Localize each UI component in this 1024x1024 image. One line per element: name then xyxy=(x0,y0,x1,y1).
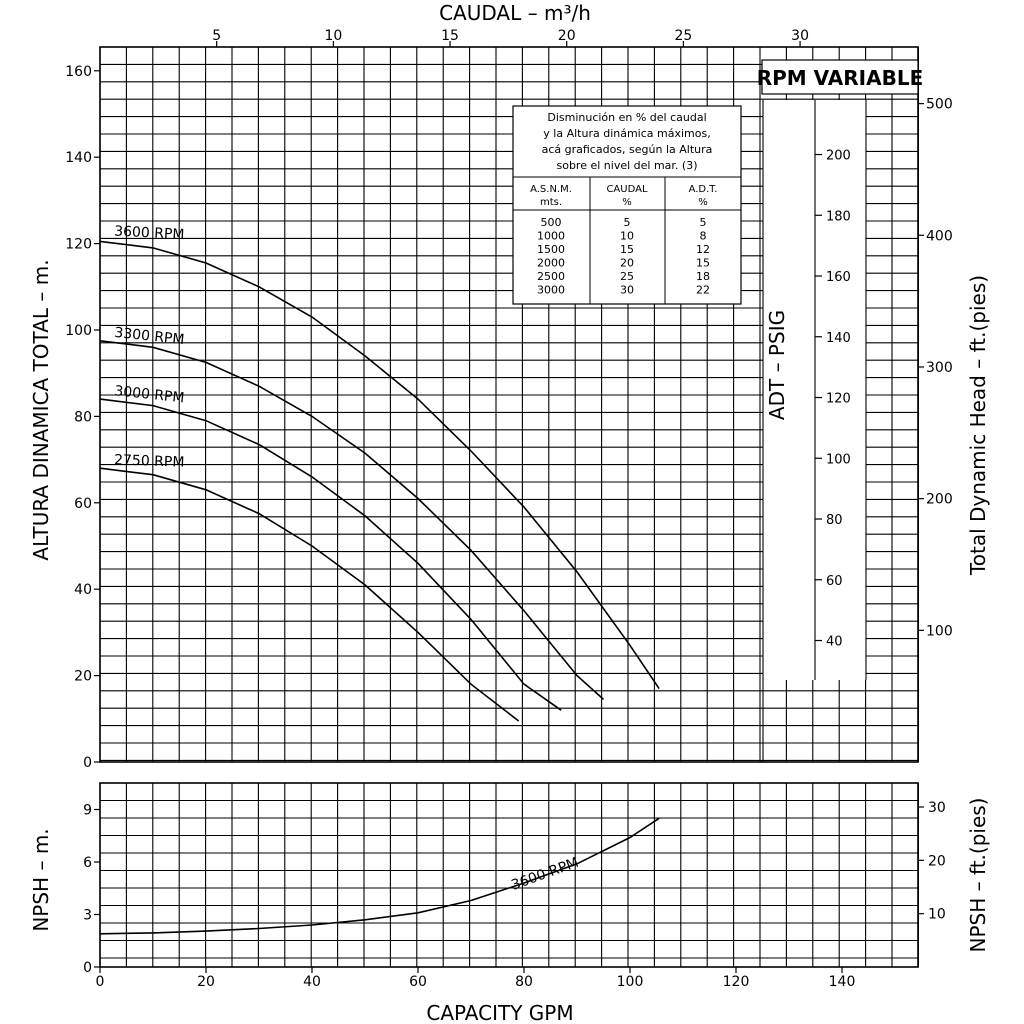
psig-tick-label: 200 xyxy=(826,149,851,164)
table-cell: 2000 xyxy=(537,257,565,270)
curve-label: 2750 RPM xyxy=(114,452,185,470)
curve-3000-rpm xyxy=(99,398,562,711)
table-cell: 20 xyxy=(620,257,634,270)
table-cell: 5 xyxy=(700,216,707,229)
table-header: CAUDAL xyxy=(606,184,648,195)
npsh-y-tick-label: 6 xyxy=(83,855,92,871)
psig-tick-label: 120 xyxy=(826,392,851,407)
psig-tick-label: 140 xyxy=(826,331,851,346)
table-header: A.D.T. xyxy=(689,184,718,195)
ft-tick-label: 100 xyxy=(926,623,953,639)
npsh-y-tick-label: 0 xyxy=(83,960,92,976)
top-tick-label: 15 xyxy=(441,28,459,44)
table-cell: 8 xyxy=(700,230,707,243)
table-caption-line: y la Altura dinámica máximos, xyxy=(543,127,710,140)
npsh-right-axis-title: NPSH – ft.(pies) xyxy=(966,798,990,953)
chart-title: RPM VARIABLE xyxy=(757,66,924,90)
curve-label: 3000 RPM xyxy=(114,383,186,406)
psig-tick-label: 60 xyxy=(826,574,843,589)
table-cell: 22 xyxy=(696,284,710,297)
main-chart-grid xyxy=(99,46,919,763)
table-caption-line: sobre el nivel del mar. (3) xyxy=(556,159,697,172)
npsh-ft-tick-label: 10 xyxy=(928,907,946,923)
table-cell: 1500 xyxy=(537,243,565,256)
ft-tick-label: 300 xyxy=(926,360,953,376)
table-cell: 15 xyxy=(620,243,634,256)
left-axis-title-main: ALTURA DINAMICA TOTAL – m. xyxy=(29,259,53,560)
table-cells: A.S.N.M. mts. CAUDAL% A.D.T.% 500 5 5 1000 10 8 15… xyxy=(530,184,717,297)
table-cell: 5 xyxy=(624,216,631,229)
npsh-ft-tick-label: 30 xyxy=(928,800,946,816)
npsh-chart-frame xyxy=(99,782,919,968)
bottom-axis-title: CAPACITY GPM xyxy=(426,1001,573,1024)
top-axis-title: CAUDAL – m³/h xyxy=(439,1,591,25)
table-caption-line: acá graficados, según la Altura xyxy=(542,143,713,156)
x-tick-label: 100 xyxy=(617,974,644,990)
top-tick-label: 5 xyxy=(212,28,221,44)
ft-tick-label: 200 xyxy=(926,492,953,508)
npsh-left-axis-title: NPSH – m. xyxy=(29,828,53,931)
top-tick-label: 25 xyxy=(674,28,692,44)
x-tick-label: 20 xyxy=(197,974,215,990)
y-tick-label: 100 xyxy=(65,323,92,339)
curve-label: 3600 RPM xyxy=(114,223,185,243)
y-tick-label: 20 xyxy=(74,669,92,685)
curve-label: 3300 RPM xyxy=(114,325,186,348)
right-axis-title-psig: ADT – PSIG xyxy=(765,310,789,420)
psig-tick-label: 100 xyxy=(826,452,851,467)
y-tick-label: 140 xyxy=(65,150,92,166)
title-box xyxy=(761,59,919,95)
table-cell: 500 xyxy=(541,216,562,229)
table-caption-line: Disminución en % del caudal xyxy=(547,111,706,124)
top-tick-label: 10 xyxy=(324,28,342,44)
table-cell: 1000 xyxy=(537,230,565,243)
npsh-y-tick-label: 3 xyxy=(83,908,92,924)
table-cell: 15 xyxy=(696,257,710,270)
psig-tick-label: 40 xyxy=(826,635,843,650)
x-tick-label: 120 xyxy=(723,974,750,990)
x-tick-label: 0 xyxy=(96,974,105,990)
top-tick-label: 20 xyxy=(558,28,576,44)
y-tick-label: 40 xyxy=(74,582,92,598)
top-tick-label: 30 xyxy=(791,28,809,44)
ft-tick-label: 400 xyxy=(926,228,953,244)
table-cell: 30 xyxy=(620,284,634,297)
right-axis-title-ft: Total Dynamic Head – ft.(pies) xyxy=(966,275,990,576)
x-tick-label: 60 xyxy=(409,974,427,990)
table-header-unit: % xyxy=(698,197,708,208)
psig-tick-label: 160 xyxy=(826,270,851,285)
npsh-curve xyxy=(99,817,660,935)
table-cell: 10 xyxy=(620,230,634,243)
npsh-ft-tick-label: 20 xyxy=(928,853,946,869)
ft-tick-label: 500 xyxy=(926,97,953,113)
table-box xyxy=(512,105,742,305)
x-tick-label: 40 xyxy=(303,974,321,990)
table-cell: 25 xyxy=(620,270,634,283)
npsh-y-tick-label: 9 xyxy=(83,803,92,819)
x-tick-label: 140 xyxy=(829,974,856,990)
table-cell: 3000 xyxy=(537,284,565,297)
table-header-unit: mts. xyxy=(540,197,562,208)
x-tick-label: 80 xyxy=(515,974,533,990)
curve-3300-rpm xyxy=(99,340,605,700)
y-tick-label: 120 xyxy=(65,237,92,253)
altitude-derating-table: Disminución en % del caudal y la Altura … xyxy=(512,105,742,305)
table-cell: 2500 xyxy=(537,270,565,283)
table-cell: 12 xyxy=(696,243,710,256)
psig-tick-label: 80 xyxy=(826,513,843,528)
y-tick-label: 0 xyxy=(83,755,92,771)
curve-3600-rpm xyxy=(99,240,660,690)
y-tick-label: 80 xyxy=(74,409,92,425)
curve-2750-rpm xyxy=(99,467,520,722)
y-tick-label: 160 xyxy=(65,64,92,80)
table-cell: 18 xyxy=(696,270,710,283)
y-tick-label: 60 xyxy=(74,496,92,512)
main-chart-frame xyxy=(99,46,919,763)
table-header-unit: % xyxy=(622,197,632,208)
table-header: A.S.N.M. xyxy=(530,184,572,195)
npsh-chart-grid xyxy=(99,782,919,968)
psig-tick-label: 180 xyxy=(826,209,851,224)
